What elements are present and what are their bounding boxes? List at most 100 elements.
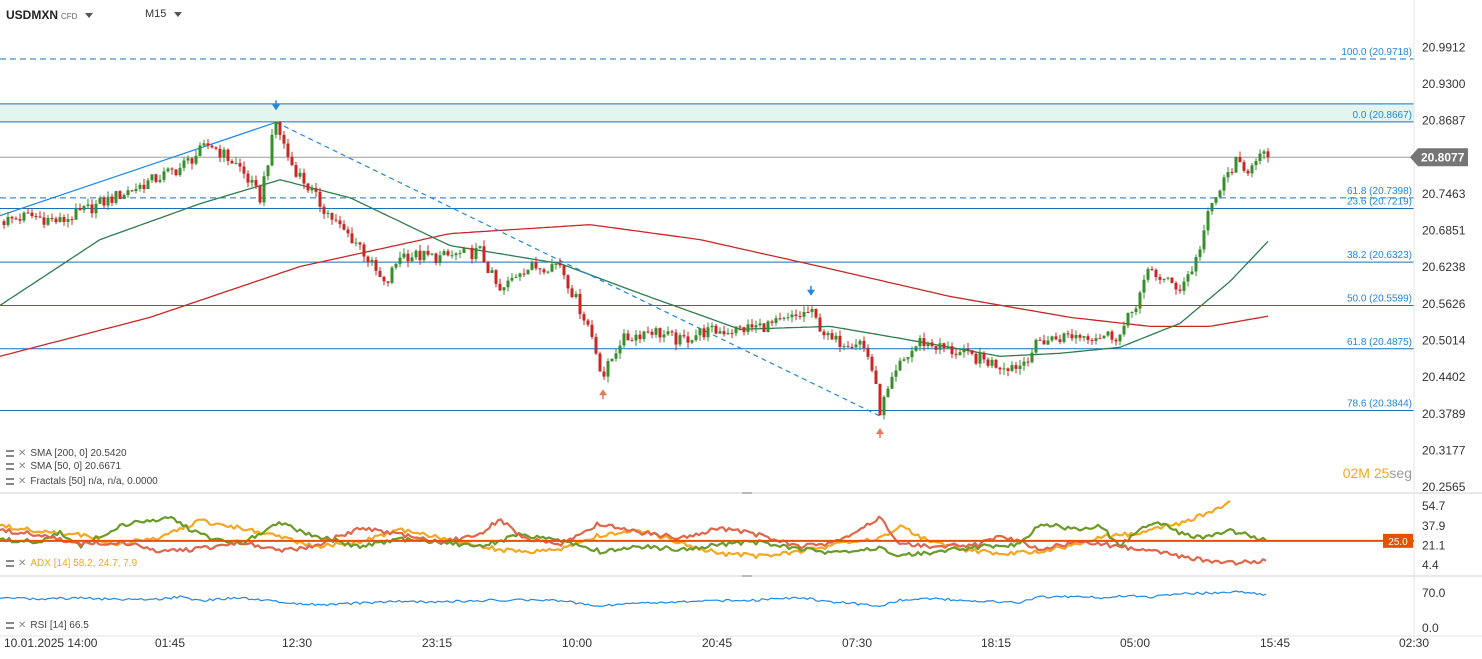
close-icon[interactable]: ✕ (18, 558, 27, 569)
candle-body (898, 360, 902, 371)
candle-body (1126, 312, 1130, 326)
candle-body (346, 229, 350, 234)
candle-body (878, 383, 882, 416)
candle-body (750, 324, 754, 328)
candle-body (1146, 268, 1150, 280)
settings-icon[interactable] (6, 478, 14, 485)
legend-rsi-label: RSI [14] 66.5 (30, 620, 89, 631)
candle-body (1154, 269, 1158, 277)
legend-fractals-label: Fractals [50] n/a, n/a, 0.0000 (30, 476, 158, 487)
fib-level-label: 78.6 (20.3844) (1347, 398, 1412, 409)
candle-body (1250, 165, 1254, 174)
candle-body (794, 314, 798, 317)
trendline[interactable] (0, 121, 277, 217)
adx-tick-label: 4.4 (1422, 558, 1439, 572)
grid-layer (0, 492, 1482, 577)
resize-handle[interactable] (742, 492, 752, 494)
price-tick-label: 20.7463 (1422, 187, 1466, 201)
candle-body (678, 335, 682, 345)
settings-icon[interactable] (6, 463, 14, 470)
candle-body (790, 314, 794, 318)
candle-body (690, 340, 694, 343)
candle-body (1142, 279, 1146, 293)
candle-body (566, 275, 570, 289)
candle-body (314, 188, 318, 192)
candle-body (102, 197, 106, 206)
candle-body (186, 158, 190, 161)
candle-body (1266, 151, 1270, 158)
candle-body (994, 359, 998, 368)
close-icon[interactable]: ✕ (18, 476, 27, 487)
adx-tick-label: 54.7 (1422, 499, 1446, 513)
time-tick-label: 10:00 (562, 636, 592, 650)
candle-body (1206, 211, 1210, 231)
candle-body (42, 217, 46, 225)
candle-body (410, 257, 414, 262)
settings-icon[interactable] (6, 450, 14, 457)
candle-body (754, 325, 758, 328)
candle-body (822, 331, 826, 336)
legend-sma50[interactable]: ✕ SMA [50, 0] 20.6671 (6, 461, 121, 472)
candle-body (622, 333, 626, 346)
candle-body (298, 172, 302, 177)
close-icon[interactable]: ✕ (18, 620, 27, 631)
candle-body (450, 255, 454, 257)
candle-body (222, 149, 226, 158)
candle-body (542, 269, 546, 273)
candle-body (466, 247, 470, 249)
settings-icon[interactable] (6, 560, 14, 567)
legend-adx[interactable]: ✕ ADX [14] 58.2, 24.7, 7.9 (6, 558, 137, 569)
symbol-selector[interactable]: USDMXN CFD (6, 8, 94, 22)
close-icon[interactable]: ✕ (18, 448, 27, 459)
price-axis[interactable]: 20.9912 20.9300 20.8687 20.8077 20.7463 20.68… (1410, 0, 1468, 640)
candle-body (618, 345, 622, 354)
candle-body (462, 247, 466, 253)
countdown-seconds: 25 (1373, 465, 1390, 481)
fractal-down-arrow (272, 104, 280, 111)
fractal-down-arrow (807, 289, 815, 296)
candle-body (170, 168, 174, 170)
candle-body (714, 325, 718, 334)
candle-body (982, 352, 986, 360)
candle-body (46, 218, 50, 225)
trendline[interactable] (275, 121, 881, 417)
candle-body (386, 281, 390, 283)
candle-body (962, 348, 966, 353)
resize-handle[interactable] (742, 575, 752, 577)
close-icon[interactable]: ✕ (18, 461, 27, 472)
candle-body (286, 143, 290, 157)
candle-body (394, 263, 398, 268)
candle-body (1114, 339, 1118, 342)
time-axis[interactable]: 10.01.2025 14:00 01:45 12:30 23:15 10:00 20:4… (0, 635, 1482, 650)
candle-body (726, 333, 730, 335)
candle-body (1074, 335, 1078, 339)
settings-icon[interactable] (6, 622, 14, 629)
candle-body (1234, 157, 1238, 173)
legend-sma200[interactable]: ✕ SMA [200, 0] 20.5420 (6, 448, 127, 459)
candle-body (278, 121, 282, 135)
fib-level-label: 61.8 (20.4875) (1347, 337, 1412, 348)
candle-body (406, 253, 410, 262)
time-tick-label: 15:45 (1260, 636, 1290, 650)
candle-body (1022, 361, 1026, 366)
candle-body (1254, 160, 1258, 166)
candle-body (778, 318, 782, 320)
fractal-markers (272, 100, 884, 439)
candle-body (522, 273, 526, 275)
candle-body (402, 253, 406, 258)
timeframe-selector[interactable]: M15 (145, 8, 183, 20)
candle-body (438, 255, 442, 263)
legend-fractals[interactable]: ✕ Fractals [50] n/a, n/a, 0.0000 (6, 476, 158, 487)
candle-body (882, 396, 886, 416)
legend-rsi[interactable]: ✕ RSI [14] 66.5 (6, 620, 89, 631)
candle-body (1110, 331, 1114, 340)
candle-body (826, 333, 830, 336)
candle-body (922, 338, 926, 347)
candle-body (422, 250, 426, 261)
candle-body (686, 336, 690, 343)
candle-body (970, 350, 974, 354)
candle-body (770, 321, 774, 323)
candle-body (74, 208, 78, 220)
candle-body (506, 280, 510, 288)
